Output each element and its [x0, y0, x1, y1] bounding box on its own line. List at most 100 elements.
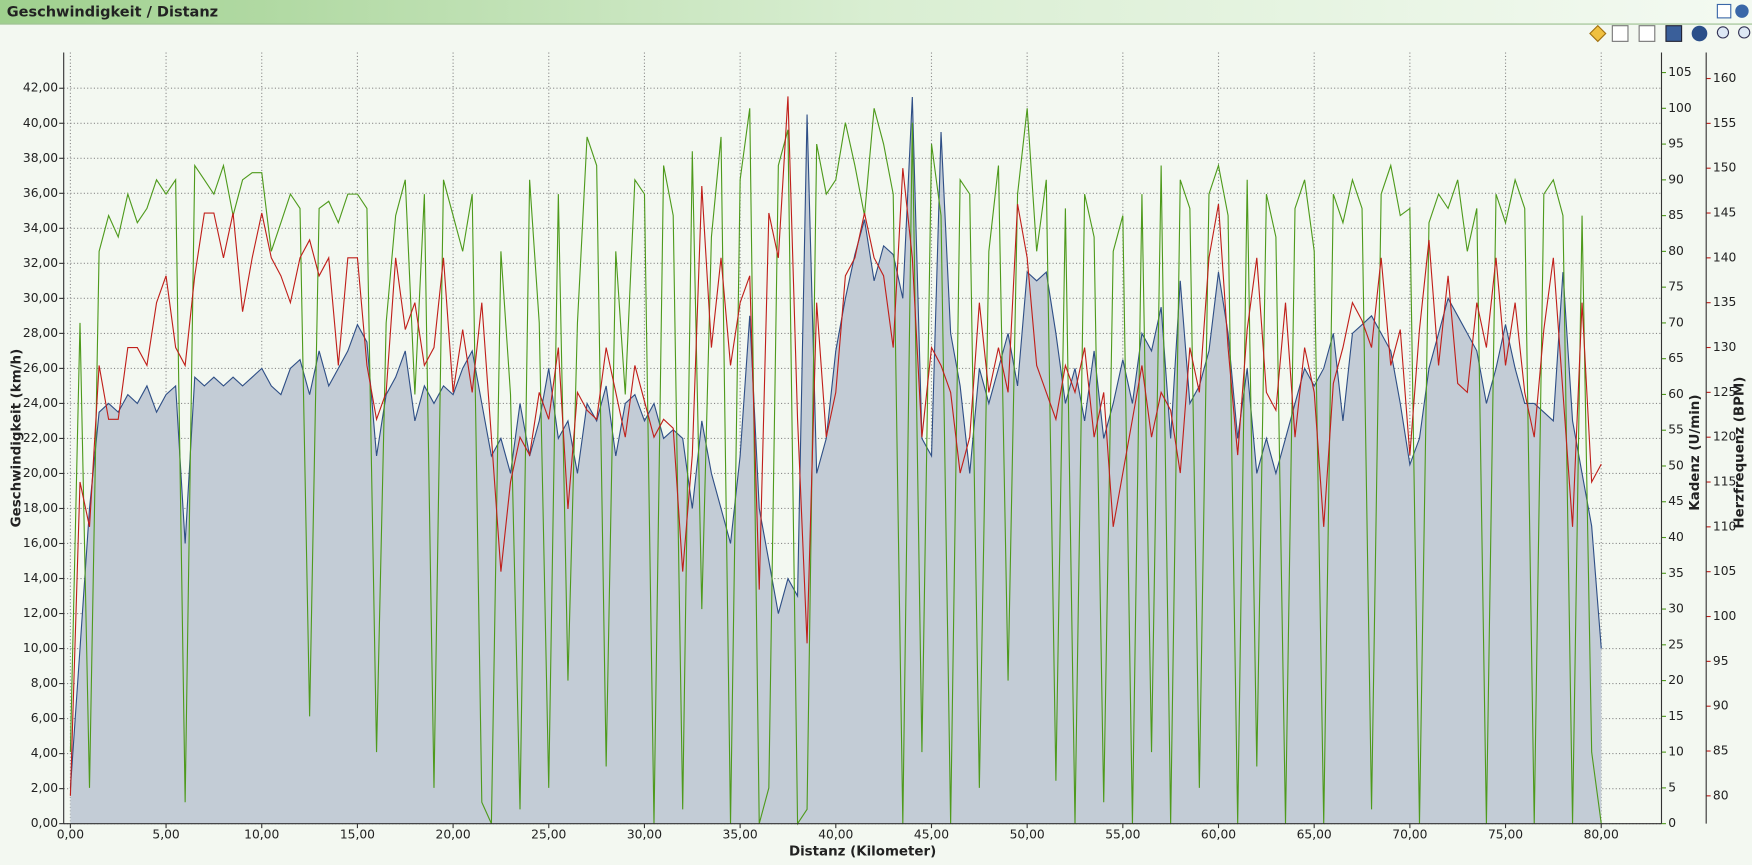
- y3-tick-label: 125: [1713, 385, 1736, 399]
- y-tick-label: 18,00: [23, 501, 58, 515]
- zoom-out-tool[interactable]: [1738, 26, 1751, 39]
- y-tick-label: 26,00: [23, 361, 58, 375]
- y2-tick-label: 20: [1668, 673, 1684, 687]
- marker-tool[interactable]: [1589, 24, 1607, 43]
- y3-tick-label: 120: [1713, 430, 1736, 444]
- y2-tick-label: 65: [1668, 351, 1684, 365]
- y3-tick-label: 95: [1713, 654, 1729, 668]
- y-tick-label: 30,00: [23, 291, 58, 305]
- y-tick-label: 42,00: [23, 81, 58, 95]
- y-tick-label: 34,00: [23, 221, 58, 235]
- y2-tick-label: 25: [1668, 637, 1684, 651]
- x-tick-label: 50,00: [1010, 827, 1045, 841]
- y2-tick-label: 55: [1668, 423, 1684, 437]
- chart-tool[interactable]: [1638, 25, 1656, 42]
- y-tick-label: 22,00: [23, 431, 58, 445]
- x-tick-label: 15,00: [340, 827, 375, 841]
- y-tick-label: 32,00: [23, 256, 58, 270]
- y3-tick-label: 105: [1713, 564, 1736, 578]
- series-line: [69, 108, 1602, 826]
- y2-tick-label: 90: [1668, 172, 1684, 186]
- y-tick-label: 8,00: [31, 676, 58, 690]
- y-tick-label: 28,00: [23, 326, 58, 340]
- y2-axis-label: Kadenz (U/min): [1688, 395, 1703, 511]
- toolbar: [1589, 24, 1751, 43]
- y3-tick-label: 100: [1713, 609, 1736, 623]
- y-tick-label: 2,00: [31, 781, 58, 795]
- y2-tick-label: 40: [1668, 530, 1684, 544]
- x-tick-label: 80,00: [1584, 827, 1619, 841]
- y-tick-label: 40,00: [23, 116, 58, 130]
- y3-tick-label: 80: [1713, 788, 1729, 802]
- y2-tick-label: 95: [1668, 137, 1684, 151]
- x-tick-label: 35,00: [723, 827, 758, 841]
- y2-tick-label: 45: [1668, 494, 1684, 508]
- plot-area: 0,00 5,00 10,00 15,00 20,00 25,00 30,00 35,00 40…: [10, 52, 1748, 860]
- y3-axis-label: Herzfrequenz (BPM): [1733, 377, 1748, 529]
- menu-button[interactable]: [1735, 4, 1749, 18]
- grid-tool[interactable]: [1611, 25, 1629, 42]
- y-tick-label: 24,00: [23, 396, 58, 410]
- y2-tick-label: 10: [1668, 745, 1684, 759]
- y2-tick-label: 70: [1668, 315, 1684, 329]
- save-tool[interactable]: [1665, 25, 1683, 42]
- x-tick-label: 25,00: [531, 827, 566, 841]
- y-tick-label: 16,00: [23, 536, 58, 550]
- series-line: [69, 96, 1602, 789]
- y3-tick-label: 90: [1713, 699, 1729, 713]
- y3-tick-label: 85: [1713, 744, 1729, 758]
- y2-tick-label: 35: [1668, 566, 1684, 580]
- y-tick-label: 38,00: [23, 151, 58, 165]
- layout-button[interactable]: [1716, 3, 1732, 19]
- y3-tick-label: 140: [1713, 250, 1736, 264]
- y2-tick-label: 30: [1668, 602, 1684, 616]
- y2-tick-label: 75: [1668, 280, 1684, 294]
- y3-tick-label: 130: [1713, 340, 1736, 354]
- x-tick-label: 0,00: [57, 827, 84, 841]
- y-tick-label: 4,00: [31, 746, 58, 760]
- y-tick-label: 10,00: [23, 641, 58, 655]
- y2-tick-label: 85: [1668, 208, 1684, 222]
- y3-tick-label: 150: [1713, 161, 1736, 175]
- y2-tick-label: 105: [1668, 65, 1691, 79]
- chart-title: Geschwindigkeit / Distanz: [7, 4, 218, 20]
- y2-tick-label: 50: [1668, 458, 1684, 472]
- y3-tick-label: 115: [1713, 475, 1736, 489]
- zoom-in-tool[interactable]: [1716, 26, 1730, 39]
- series-line: [69, 96, 1602, 796]
- x-tick-label: 65,00: [1297, 827, 1332, 841]
- y-tick-label: 12,00: [23, 606, 58, 620]
- y3-tick-label: 155: [1713, 116, 1736, 130]
- y3-tick-label: 110: [1713, 519, 1736, 533]
- x-tick-label: 55,00: [1105, 827, 1140, 841]
- y-axis-label: Geschwindigkeit (km/h): [10, 349, 25, 528]
- x-tick-label: 70,00: [1392, 827, 1427, 841]
- x-tick-label: 40,00: [818, 827, 853, 841]
- y2-tick-label: 100: [1668, 101, 1691, 115]
- x-tick-label: 20,00: [436, 827, 471, 841]
- x-tick-label: 30,00: [627, 827, 662, 841]
- y2-tick-label: 0: [1668, 816, 1676, 830]
- y2-tick-label: 60: [1668, 387, 1684, 401]
- y2-tick-label: 80: [1668, 244, 1684, 258]
- x-tick-label: 75,00: [1488, 827, 1523, 841]
- y2-tick-label: 15: [1668, 709, 1684, 723]
- y2-tick-label: 5: [1668, 780, 1676, 794]
- x-tick-label: 60,00: [1201, 827, 1236, 841]
- y-tick-label: 6,00: [31, 711, 58, 725]
- area: [70, 97, 1602, 824]
- title-bar: [0, 0, 1752, 24]
- y-tick-label: 36,00: [23, 186, 58, 200]
- y-tick-label: 20,00: [23, 466, 58, 480]
- x-tick-label: 45,00: [914, 827, 949, 841]
- y3-tick-label: 145: [1713, 206, 1736, 220]
- y-tick-label: 14,00: [23, 571, 58, 585]
- settings-tool[interactable]: [1691, 25, 1708, 42]
- y-tick-label: 0,00: [31, 816, 58, 830]
- x-tick-label: 5,00: [152, 827, 179, 841]
- y3-tick-label: 135: [1713, 295, 1736, 309]
- x-axis-label: Distanz (Kilometer): [789, 845, 936, 860]
- y3-tick-label: 160: [1713, 71, 1736, 85]
- x-tick-label: 10,00: [244, 827, 279, 841]
